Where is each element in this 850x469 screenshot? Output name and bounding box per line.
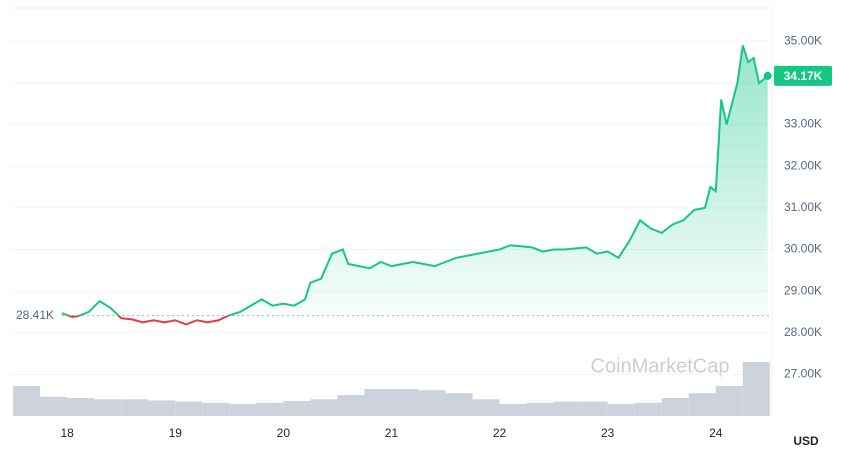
y-tick-label: 27.00K <box>784 367 822 381</box>
volume-bar <box>94 399 122 416</box>
volume-bar <box>283 401 311 416</box>
currency-label: USD <box>793 434 819 448</box>
volume-bar <box>580 401 608 416</box>
price-line-up <box>61 45 769 316</box>
volume-bar <box>40 396 68 416</box>
y-tick-label: 33.00K <box>784 117 822 131</box>
x-tick-label: 19 <box>169 426 183 440</box>
watermark: CoinMarketCap <box>591 355 730 377</box>
volume-bar <box>526 402 554 416</box>
volume-bar <box>310 399 338 416</box>
volume-bar <box>553 401 581 416</box>
volume-bar <box>337 395 365 416</box>
volume-bar <box>121 399 149 416</box>
volume-bar <box>742 362 770 416</box>
price-line-down <box>65 315 232 326</box>
price-tag <box>774 65 832 86</box>
y-tick-label: 32.00K <box>784 158 822 172</box>
x-tick-label: 21 <box>385 426 399 440</box>
y-tick-label: 35.00K <box>784 33 822 47</box>
volume-bar <box>715 386 743 416</box>
x-tick-label: 22 <box>493 426 507 440</box>
volume-bar <box>607 404 635 416</box>
y-tick-label: 29.00K <box>784 283 822 297</box>
volume-bar <box>67 398 95 416</box>
x-tick-label: 24 <box>709 426 723 440</box>
volume-bar <box>391 389 419 416</box>
volume-bar <box>256 402 284 416</box>
y-tick-label: 31.00K <box>784 200 822 214</box>
volume-bar <box>148 400 176 416</box>
x-tick-label: 18 <box>60 426 74 440</box>
baseline-label-bg <box>12 307 60 324</box>
volume-bar <box>418 390 446 416</box>
volume-bar <box>445 393 473 416</box>
volume-bar <box>364 389 392 416</box>
volume-bar <box>175 401 203 416</box>
y-tick-label: 28.00K <box>784 325 822 339</box>
x-tick-label: 23 <box>601 426 615 440</box>
price-area <box>61 45 768 316</box>
volume-bar <box>688 393 716 416</box>
volume-bar <box>634 402 662 416</box>
volume-bar <box>499 404 527 416</box>
baseline-label: 28.41K <box>16 308 54 322</box>
volume-bar <box>661 398 689 416</box>
y-tick-label: 30.00K <box>784 242 822 256</box>
volume-bar <box>472 399 500 416</box>
volume-bar <box>202 402 230 416</box>
volume-bar <box>229 404 257 416</box>
x-tick-label: 20 <box>277 426 291 440</box>
volume-bar <box>13 386 41 416</box>
price-tag-label: 34.17K <box>784 69 823 83</box>
last-point <box>763 71 772 80</box>
